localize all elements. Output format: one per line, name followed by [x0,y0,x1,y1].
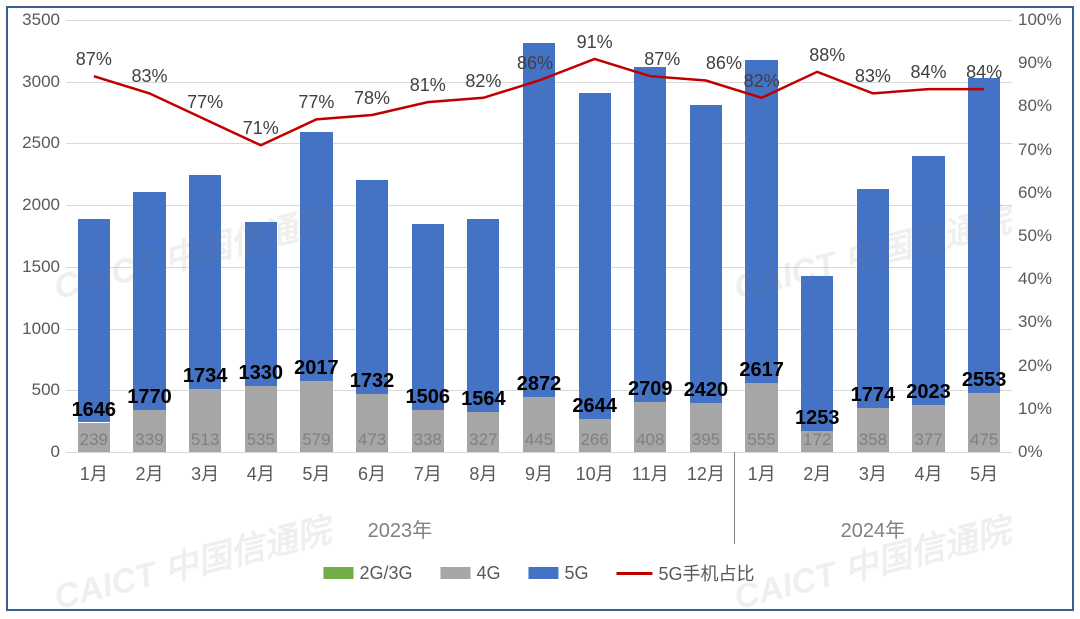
x-tick: 5月 [302,452,330,486]
year-separator [734,452,735,544]
x-tick: 10月 [576,452,614,486]
pct-label: 77% [298,92,334,113]
pct-label: 77% [187,92,223,113]
x-tick: 7月 [414,452,442,486]
x-tick: 3月 [859,452,887,486]
y-left-tick: 0 [51,442,66,462]
y-right-tick: 80% [1012,96,1052,116]
pct-label: 86% [517,53,553,74]
pct-label: 91% [577,32,613,53]
legend-item: 5G手机占比 [617,560,755,586]
x-tick: 1月 [748,452,776,486]
year-label: 2023年 [368,514,433,543]
plot-area: 05001000150020002500300035000%10%20%30%4… [66,20,1012,452]
y-right-tick: 60% [1012,183,1052,203]
legend-label: 2G/3G [359,563,412,584]
pct-label: 78% [354,88,390,109]
pct-label: 82% [744,71,780,92]
x-tick: 8月 [469,452,497,486]
y-right-tick: 20% [1012,356,1052,376]
y-right-tick: 100% [1012,10,1061,30]
legend-item: 5G [529,563,589,584]
x-tick: 12月 [687,452,725,486]
y-left-tick: 3000 [22,72,66,92]
y-left-tick: 2500 [22,133,66,153]
legend-label: 5G手机占比 [659,560,755,586]
legend-label: 5G [565,563,589,584]
pct-label: 82% [465,71,501,92]
legend-item: 2G/3G [323,563,412,584]
legend-item: 4G [440,563,500,584]
x-tick: 5月 [970,452,998,486]
x-tick: 1月 [80,452,108,486]
y-right-tick: 40% [1012,269,1052,289]
pct-label: 83% [855,66,891,87]
y-left-tick: 1500 [22,257,66,277]
pct-label: 81% [410,75,446,96]
legend-swatch-icon [529,567,559,579]
x-tick: 11月 [632,452,669,486]
x-tick: 4月 [915,452,943,486]
pct-label: 84% [911,62,947,83]
y-right-tick: 10% [1012,399,1052,419]
legend-swatch-icon [440,567,470,579]
pct-label: 84% [966,62,1002,83]
y-right-tick: 90% [1012,53,1052,73]
legend-line-icon [617,572,653,575]
x-tick: 4月 [247,452,275,486]
x-tick: 2月 [803,452,831,486]
legend-swatch-icon [323,567,353,579]
pct-label: 71% [243,118,279,139]
pct-label: 88% [809,45,845,66]
pct-label: 87% [76,49,112,70]
pct-label: 83% [131,66,167,87]
y-right-tick: 30% [1012,312,1052,332]
y-left-tick: 2000 [22,195,66,215]
y-left-tick: 1000 [22,319,66,339]
y-right-tick: 50% [1012,226,1052,246]
legend: 2G/3G 4G 5G 5G手机占比 [323,560,754,586]
x-tick: 6月 [358,452,386,486]
y-left-tick: 500 [32,380,66,400]
x-tick: 2月 [135,452,163,486]
x-tick: 9月 [525,452,553,486]
y-left-tick: 3500 [22,10,66,30]
y-right-tick: 70% [1012,140,1052,160]
pct-label: 86% [706,53,742,74]
pct-label: 87% [644,49,680,70]
y-right-tick: 0% [1012,442,1043,462]
year-label: 2024年 [841,514,906,543]
legend-label: 4G [476,563,500,584]
x-tick: 3月 [191,452,219,486]
